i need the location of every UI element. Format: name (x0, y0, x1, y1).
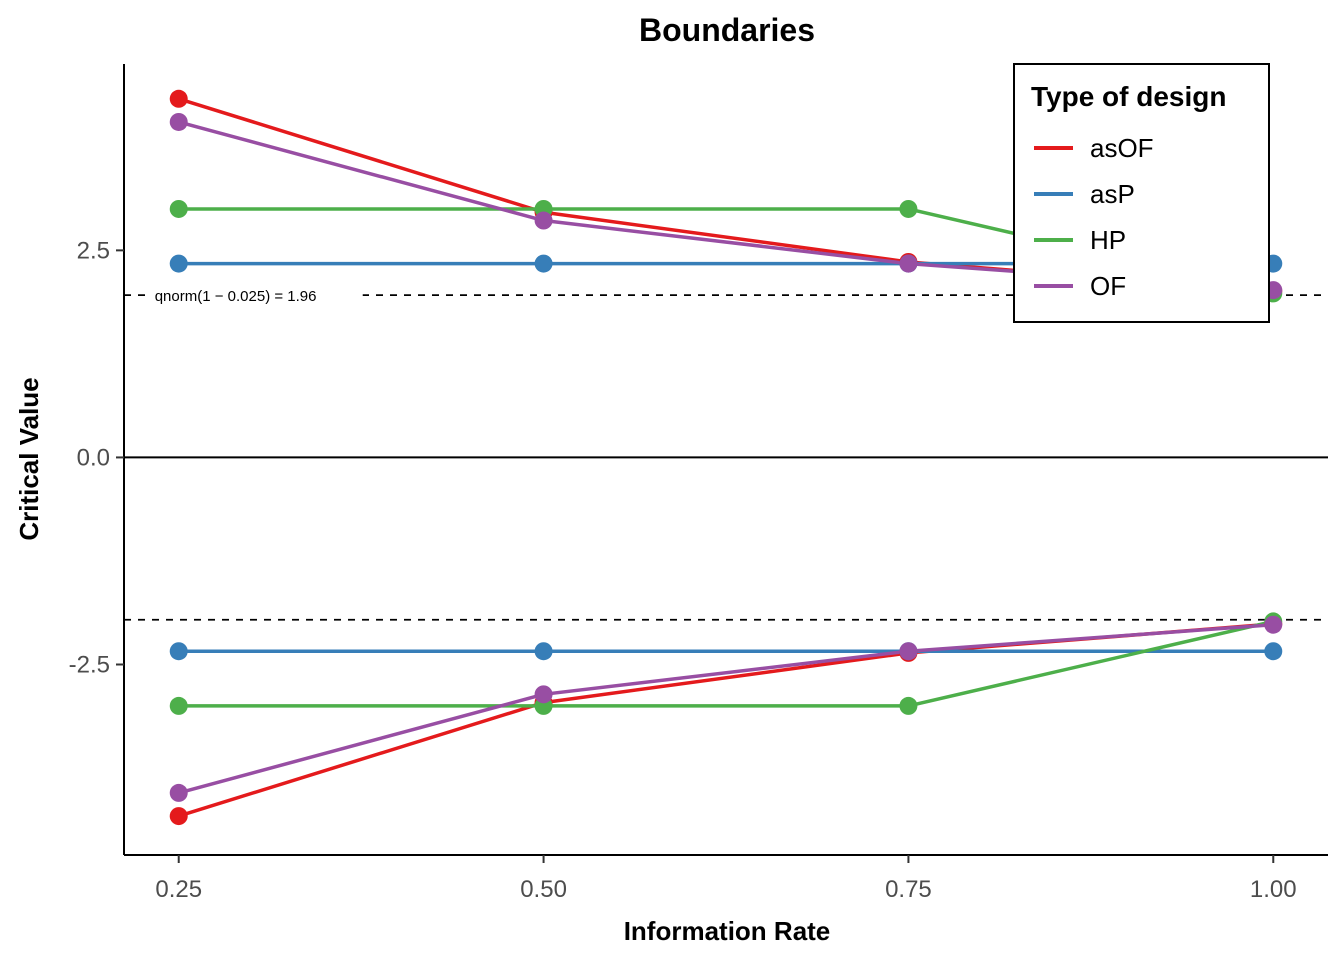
series-line-hp-lower (178, 619, 1274, 708)
legend-label-hp: HP (1090, 225, 1126, 255)
data-point-of-upper-1 (534, 211, 553, 230)
axes: 0.25 0.50 0.75 1.00 2.5 0.0 -2.5 (69, 64, 1328, 903)
y-axis-title: Critical Value (14, 377, 44, 540)
y-tick-label-0: 2.5 (77, 237, 110, 264)
data-point-of-lower-1 (534, 685, 553, 704)
data-point-of-lower-3 (1264, 615, 1283, 634)
legend-label-asp: asP (1090, 179, 1135, 209)
data-point-asp-upper-0 (169, 254, 188, 273)
data-point-asof-upper-0 (169, 89, 188, 108)
x-tick-label-1: 0.50 (520, 876, 567, 903)
legend-label-of: OF (1090, 271, 1126, 301)
data-point-hp-upper-2 (899, 199, 918, 218)
legend: Type of design asOF asP HP OF (1013, 63, 1270, 323)
series-line-of-lower (178, 622, 1274, 795)
reference-label: qnorm(1 − 0.025) = 1.96 (155, 288, 317, 305)
x-tick-label-2: 0.75 (885, 876, 932, 903)
y-tick-label-2: -2.5 (69, 651, 110, 678)
data-point-hp-lower-0 (169, 696, 188, 715)
data-point-of-upper-2 (899, 254, 918, 273)
reference-label-background (150, 284, 363, 307)
data-point-asp-lower-3 (1264, 642, 1283, 661)
data-point-asof-lower-0 (169, 807, 188, 826)
data-point-of-lower-0 (169, 783, 188, 802)
x-tick-label-3: 1.00 (1250, 876, 1297, 903)
x-tick-label-0: 0.25 (155, 876, 202, 903)
data-point-asp-lower-0 (169, 642, 188, 661)
data-points (169, 89, 1283, 826)
chart-title: Boundaries (639, 12, 815, 48)
data-point-hp-upper-0 (169, 199, 188, 218)
legend-title: Type of design (1031, 81, 1227, 112)
data-point-of-lower-2 (899, 642, 918, 661)
data-point-hp-lower-2 (899, 696, 918, 715)
legend-label-asof: asOF (1090, 133, 1154, 163)
x-axis-title: Information Rate (624, 916, 831, 946)
data-point-asp-upper-1 (534, 254, 553, 273)
data-point-asp-lower-1 (534, 642, 553, 661)
y-tick-label-1: 0.0 (77, 444, 110, 471)
data-point-of-upper-0 (169, 112, 188, 131)
